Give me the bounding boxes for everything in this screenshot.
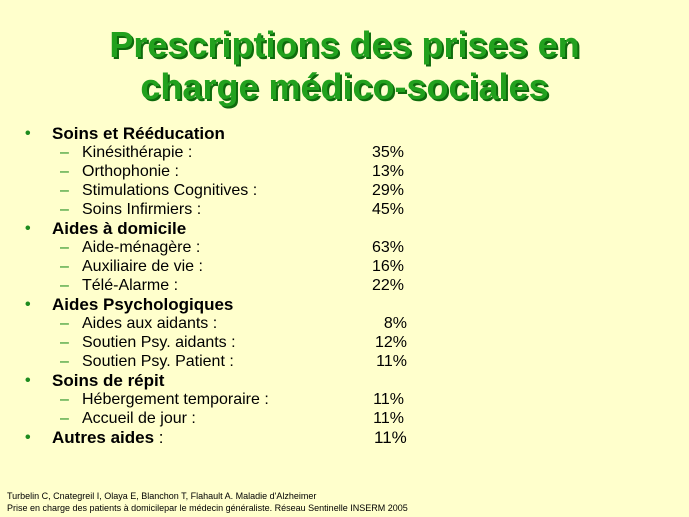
item-value: 16% [371,258,404,275]
item-value: 29% [371,182,404,199]
item-label: Soutien Psy. Patient : [82,353,234,370]
list-item: – Télé-Alarme : 22% [0,276,689,295]
dash-icon: – [60,258,69,275]
dash-icon: – [60,334,69,351]
dash-icon: – [60,163,69,180]
category-label: Autres aides : [52,428,164,447]
item-label: Hébergement temporaire : [82,391,269,408]
item-value: 45% [371,201,404,218]
list-item: – Hébergement temporaire : 11% [0,390,689,409]
list-item: – Kinésithérapie : 35% [0,143,689,162]
dash-icon: – [60,201,69,218]
prescription-list: • Soins et Rééducation – Kinésithérapie … [0,124,689,447]
list-item: – Aide-ménagère : 63% [0,238,689,257]
item-label: Soutien Psy. aidants : [82,334,236,351]
list-item: – Orthophonie : 13% [0,162,689,181]
category-aides-psychologiques: • Aides Psychologiques [0,295,689,314]
category-label: Soins de répit [52,371,165,390]
title-line-1: Prescriptions des prises en [109,24,580,65]
dash-icon: – [60,353,69,370]
item-label: Télé-Alarme : [82,277,179,294]
item-label: Aide-ménagère : [82,239,201,256]
source-line-2: Prise en charge des patients à domicilep… [7,503,408,513]
bullet-icon: • [25,125,31,142]
source-line-1: Turbelin C, Cnategreil I, Olaya E, Blanc… [7,491,317,501]
item-value: 12% [374,334,407,351]
bullet-icon: • [25,296,31,313]
item-value: 8% [383,315,407,332]
slide-title: Prescriptions des prises en charge médic… [0,24,689,108]
item-value: 11% [373,391,404,408]
title-line-2: charge médico-sociales [140,66,549,107]
dash-icon: – [60,410,69,427]
item-label: Kinésithérapie : [82,144,193,161]
list-item: – Auxiliaire de vie : 16% [0,257,689,276]
list-item: – Aides aux aidants : 8% [0,314,689,333]
item-value: 13% [371,163,404,180]
category-soins-reeducation: • Soins et Rééducation [0,124,689,143]
bullet-icon: • [25,372,31,389]
category-value: 11% [374,428,407,447]
bullet-icon: • [25,429,31,446]
list-item: – Accueil de jour : 11% [0,409,689,428]
item-label: Aides aux aidants : [82,315,218,332]
item-value: 22% [371,277,404,294]
category-aides-domicile: • Aides à domicile [0,219,689,238]
category-label-text: Autres aides [52,428,155,447]
category-label: Aides Psychologiques [52,295,234,314]
category-label: Soins et Rééducation [52,124,225,143]
list-item: – Stimulations Cognitives : 29% [0,181,689,200]
dash-icon: – [60,144,69,161]
item-value: 35% [371,144,404,161]
list-item: – Soutien Psy. Patient : 11% [0,352,689,371]
category-soins-repit: • Soins de répit [0,371,689,390]
source-citation: Turbelin C, Cnategreil I, Olaya E, Blanc… [7,490,408,514]
item-value: 63% [371,239,404,256]
dash-icon: – [60,391,69,408]
list-item: – Soins Infirmiers : 45% [0,200,689,219]
item-value: 11% [373,410,404,427]
dash-icon: – [60,277,69,294]
category-autres-aides: • Autres aides : 11% [0,428,689,447]
dash-icon: – [60,315,69,332]
item-label: Auxiliaire de vie : [82,258,203,275]
category-label-suffix: : [154,428,164,447]
item-label: Accueil de jour : [82,410,196,427]
item-label: Stimulations Cognitives : [82,182,258,199]
list-item: – Soutien Psy. aidants : 12% [0,333,689,352]
item-value: 11% [376,353,407,370]
dash-icon: – [60,182,69,199]
item-label: Orthophonie : [82,163,179,180]
category-label: Aides à domicile [52,219,187,238]
item-label: Soins Infirmiers : [82,201,202,218]
bullet-icon: • [25,220,31,237]
dash-icon: – [60,239,69,256]
